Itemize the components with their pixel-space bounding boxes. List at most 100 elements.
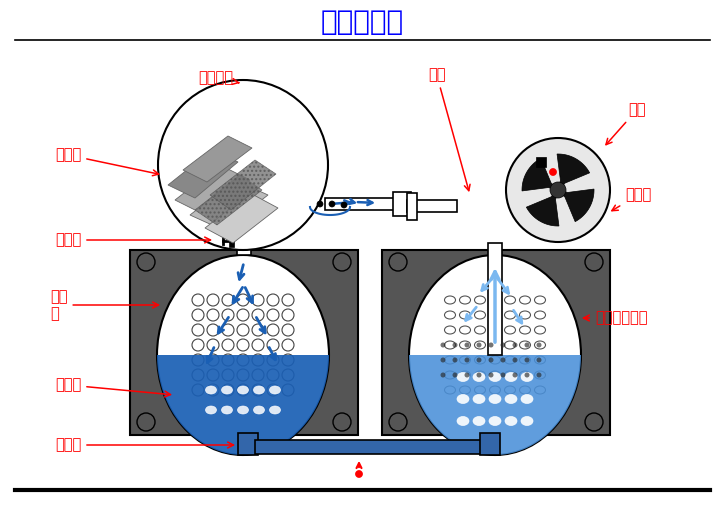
Ellipse shape [534, 311, 545, 319]
Circle shape [252, 294, 264, 306]
Circle shape [282, 309, 294, 321]
Ellipse shape [520, 341, 531, 349]
Circle shape [192, 324, 204, 336]
Circle shape [237, 384, 249, 396]
Text: 冷凝
器: 冷凝 器 [50, 289, 159, 321]
Ellipse shape [270, 406, 281, 414]
Bar [238, 433, 258, 455]
Circle shape [267, 354, 279, 366]
Ellipse shape [474, 296, 486, 304]
Circle shape [452, 342, 457, 347]
Ellipse shape [520, 371, 531, 379]
Circle shape [452, 373, 457, 378]
Ellipse shape [534, 371, 545, 379]
Ellipse shape [254, 406, 265, 414]
Ellipse shape [505, 394, 517, 403]
Text: 螺杆机结构: 螺杆机结构 [320, 8, 404, 36]
Ellipse shape [534, 386, 545, 394]
Ellipse shape [444, 371, 455, 379]
Circle shape [476, 373, 481, 378]
Ellipse shape [534, 326, 545, 334]
Ellipse shape [505, 356, 515, 364]
Circle shape [282, 369, 294, 381]
Bar [393, 192, 411, 216]
Circle shape [207, 309, 219, 321]
Ellipse shape [489, 341, 500, 349]
Text: 满液式蒸发器: 满液式蒸发器 [584, 311, 647, 326]
Circle shape [536, 342, 542, 347]
Circle shape [513, 373, 518, 378]
Ellipse shape [474, 326, 486, 334]
Circle shape [452, 358, 457, 363]
Bar [130, 250, 358, 435]
Ellipse shape [534, 296, 545, 304]
Polygon shape [522, 159, 558, 191]
Circle shape [222, 339, 234, 351]
Circle shape [222, 294, 234, 306]
Circle shape [585, 253, 603, 271]
Ellipse shape [460, 386, 471, 394]
Circle shape [137, 413, 155, 431]
Ellipse shape [409, 255, 581, 455]
Circle shape [282, 294, 294, 306]
Circle shape [267, 324, 279, 336]
Ellipse shape [505, 326, 515, 334]
Ellipse shape [474, 386, 486, 394]
Circle shape [524, 373, 529, 378]
Ellipse shape [521, 394, 533, 403]
Circle shape [222, 354, 234, 366]
Ellipse shape [205, 386, 217, 394]
Ellipse shape [238, 386, 249, 394]
Ellipse shape [489, 311, 500, 319]
Ellipse shape [505, 371, 515, 379]
Circle shape [500, 358, 505, 363]
Ellipse shape [520, 356, 531, 364]
Polygon shape [168, 150, 238, 198]
Ellipse shape [474, 356, 486, 364]
Bar [325, 198, 395, 210]
Ellipse shape [489, 386, 500, 394]
Ellipse shape [460, 326, 471, 334]
Ellipse shape [205, 406, 217, 414]
Circle shape [441, 373, 445, 378]
Circle shape [237, 339, 249, 351]
Circle shape [252, 339, 264, 351]
Circle shape [222, 324, 234, 336]
Ellipse shape [474, 311, 486, 319]
Ellipse shape [157, 255, 329, 455]
Text: 隔离阀: 隔离阀 [55, 147, 159, 176]
Circle shape [158, 80, 328, 250]
Ellipse shape [460, 296, 471, 304]
Circle shape [267, 339, 279, 351]
Circle shape [489, 358, 494, 363]
Text: 滑阀: 滑阀 [428, 68, 470, 191]
Circle shape [524, 358, 529, 363]
Circle shape [252, 309, 264, 321]
Polygon shape [183, 136, 252, 182]
Circle shape [237, 369, 249, 381]
Polygon shape [205, 193, 278, 243]
Ellipse shape [460, 341, 471, 349]
Circle shape [207, 339, 219, 351]
Ellipse shape [520, 296, 531, 304]
Ellipse shape [505, 341, 515, 349]
Circle shape [192, 339, 204, 351]
Circle shape [524, 342, 529, 347]
Circle shape [536, 373, 542, 378]
Circle shape [222, 384, 234, 396]
Circle shape [513, 358, 518, 363]
Ellipse shape [474, 341, 486, 349]
Bar [382, 250, 610, 435]
Circle shape [441, 358, 445, 363]
Circle shape [207, 324, 219, 336]
Circle shape [333, 413, 351, 431]
Circle shape [282, 339, 294, 351]
Ellipse shape [489, 326, 500, 334]
Ellipse shape [489, 417, 501, 426]
Bar [536, 157, 546, 167]
Circle shape [500, 342, 505, 347]
Circle shape [500, 373, 505, 378]
Circle shape [207, 369, 219, 381]
Circle shape [550, 169, 557, 176]
Text: 隔离阀: 隔离阀 [55, 437, 233, 452]
